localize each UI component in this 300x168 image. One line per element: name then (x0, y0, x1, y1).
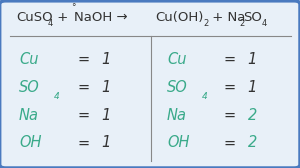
Text: OH: OH (19, 135, 42, 150)
Text: °: ° (71, 3, 75, 12)
Text: 2: 2 (239, 19, 244, 28)
Text: Na: Na (167, 108, 187, 123)
Text: =: = (224, 108, 236, 123)
Text: =: = (224, 80, 236, 95)
Text: Na: Na (19, 108, 39, 123)
Text: =: = (77, 108, 89, 123)
Text: 4: 4 (54, 92, 59, 101)
Text: 1: 1 (101, 135, 110, 150)
Text: 1: 1 (101, 52, 110, 67)
Text: 1: 1 (101, 108, 110, 123)
Text: =: = (77, 52, 89, 67)
Text: 4: 4 (262, 19, 267, 28)
Text: 4: 4 (202, 92, 207, 101)
Text: 2: 2 (248, 108, 257, 123)
Text: 1: 1 (101, 80, 110, 95)
Text: =: = (77, 80, 89, 95)
Text: 4: 4 (47, 19, 53, 28)
Text: Cu: Cu (167, 52, 187, 67)
Text: =: = (77, 135, 89, 150)
Text: SO: SO (19, 80, 40, 95)
Text: 2: 2 (204, 19, 209, 28)
Text: CuSO: CuSO (16, 11, 53, 24)
Text: NaOH →: NaOH → (74, 11, 128, 24)
Text: Cu: Cu (19, 52, 39, 67)
Text: SO: SO (243, 11, 262, 24)
Text: 1: 1 (248, 80, 257, 95)
Text: OH: OH (167, 135, 190, 150)
Text: 1: 1 (248, 52, 257, 67)
Text: +: + (53, 11, 73, 24)
Text: SO: SO (167, 80, 188, 95)
Text: =: = (224, 135, 236, 150)
Text: =: = (224, 52, 236, 67)
Text: Cu(OH): Cu(OH) (155, 11, 203, 24)
Text: + Na: + Na (208, 11, 245, 24)
Text: 2: 2 (248, 135, 257, 150)
